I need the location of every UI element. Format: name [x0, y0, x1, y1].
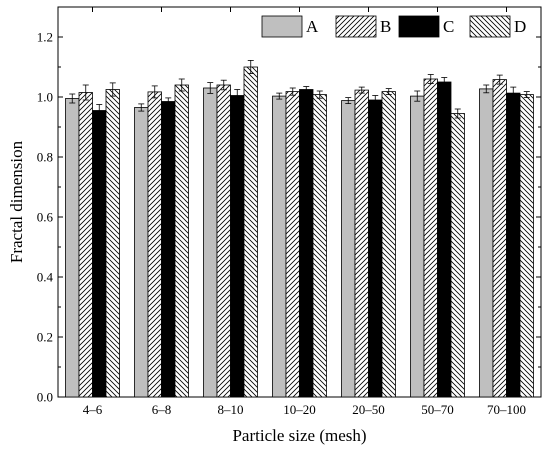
bar-D-4–6 — [105, 89, 120, 398]
bar-C-10–20 — [299, 89, 314, 398]
legend-swatch-C — [398, 15, 440, 38]
y-tick-label: 0.4 — [37, 270, 54, 285]
legend-label-C: C — [443, 17, 454, 36]
legend-swatch-A — [261, 15, 303, 38]
bar-C-70–100 — [506, 92, 521, 398]
bar-B-50–70 — [423, 78, 438, 398]
bar-D-70–100 — [519, 94, 534, 398]
bar-B-4–6 — [78, 92, 93, 398]
legend-label-A: A — [306, 17, 319, 36]
x-tick-label: 6–8 — [152, 402, 172, 417]
y-tick-label: 0.0 — [37, 390, 53, 405]
bar-D-50–70 — [450, 113, 465, 398]
y-tick-label: 0.8 — [37, 150, 53, 165]
legend-swatch-B — [335, 15, 377, 38]
bar-C-50–70 — [437, 81, 452, 398]
bars — [65, 66, 534, 398]
y-tick-label: 0.6 — [37, 210, 54, 225]
x-tick-labels: 4–6 6–8 8–10 10–20 20–50 50–70 70–100 — [83, 402, 526, 417]
bar-A-20–50 — [341, 100, 356, 398]
bar-A-70–100 — [479, 88, 494, 398]
bar-B-10–20 — [285, 91, 300, 398]
x-tick-label: 20–50 — [352, 402, 385, 417]
bar-A-8–10 — [203, 87, 218, 398]
bar-C-4–6 — [92, 110, 107, 398]
legend-label-B: B — [380, 17, 391, 36]
legend-swatch-D — [469, 15, 511, 38]
y-tick-labels: 0.0 0.2 0.4 0.6 0.8 1.0 1.2 — [37, 30, 54, 405]
x-axis-title: Particle size (mesh) — [232, 426, 366, 445]
bar-B-6–8 — [147, 91, 162, 398]
x-tick-label: 4–6 — [83, 402, 103, 417]
bar-B-8–10 — [216, 84, 231, 398]
bar-B-70–100 — [492, 79, 507, 398]
x-tick-label: 10–20 — [283, 402, 316, 417]
bar-A-6–8 — [134, 107, 149, 398]
bar-D-20–50 — [381, 91, 396, 398]
bar-A-50–70 — [410, 95, 425, 398]
bar-D-10–20 — [312, 94, 327, 398]
y-tick-label: 0.2 — [37, 330, 53, 345]
y-tick-label: 1.2 — [37, 30, 53, 45]
bar-B-20–50 — [354, 89, 369, 398]
y-axis-title: Fractal dimension — [7, 140, 26, 263]
y-tick-label: 1.0 — [37, 90, 53, 105]
bar-C-6–8 — [161, 101, 176, 398]
x-tick-label: 70–100 — [487, 402, 526, 417]
error-bars — [69, 60, 530, 119]
bar-A-4–6 — [65, 98, 80, 398]
bar-C-8–10 — [230, 95, 245, 398]
legend: A B C D — [261, 15, 526, 38]
bar-C-20–50 — [368, 99, 383, 398]
x-tick-label: 8–10 — [218, 402, 244, 417]
legend-label-D: D — [514, 17, 526, 36]
bar-A-10–20 — [272, 95, 287, 398]
bar-D-6–8 — [174, 84, 189, 398]
bar-D-8–10 — [243, 66, 258, 398]
x-tick-label: 50–70 — [421, 402, 454, 417]
